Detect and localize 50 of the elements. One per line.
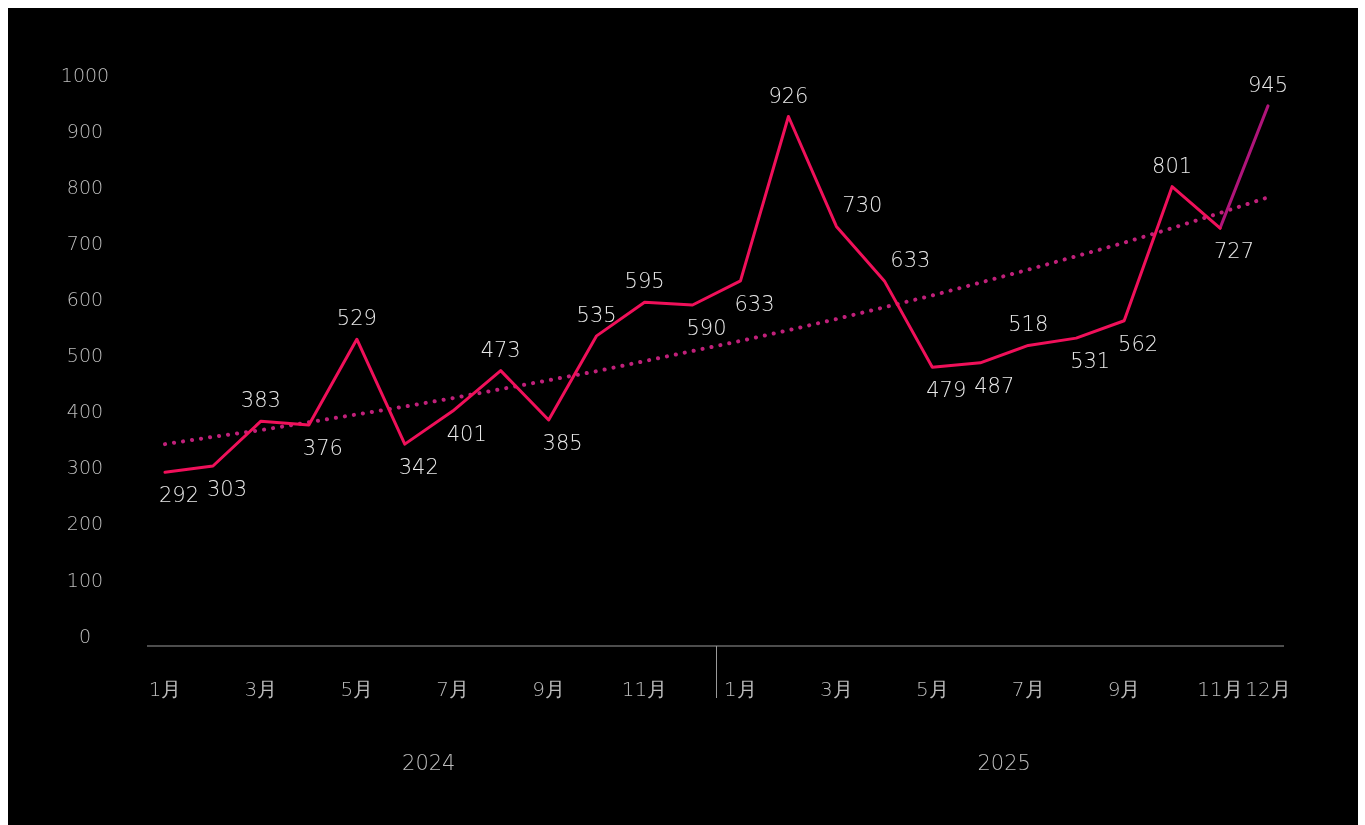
data-label: 342 bbox=[398, 455, 439, 480]
y-tick-label: 200 bbox=[66, 512, 104, 535]
y-tick-label: 0 bbox=[78, 624, 92, 647]
text: 2025 bbox=[977, 751, 1031, 775]
data-label: 801 bbox=[1152, 153, 1193, 178]
data-label: 385 bbox=[542, 431, 583, 456]
x-tick-label: 3月 bbox=[820, 677, 853, 701]
data-label: 926 bbox=[768, 83, 809, 108]
data-label: 376 bbox=[302, 436, 343, 461]
data-label: 303 bbox=[206, 477, 247, 502]
y-tick-label: 900 bbox=[66, 119, 104, 142]
x-tick-label: 9月 bbox=[532, 677, 566, 701]
data-label: 401 bbox=[446, 422, 487, 447]
x-tick-label: 5月 bbox=[340, 677, 374, 701]
data-label: 633 bbox=[734, 291, 775, 316]
x-tick-label: 11月 bbox=[1197, 677, 1243, 701]
y-tick-label: 500 bbox=[66, 344, 104, 367]
data-label: 529 bbox=[336, 306, 377, 331]
x-tick-label: 7月 bbox=[436, 677, 470, 701]
y-tick-label: 800 bbox=[66, 175, 104, 198]
x-tick-label: 1月 bbox=[724, 677, 757, 701]
x-tick-label: 3月 bbox=[244, 677, 278, 701]
data-label: 595 bbox=[624, 269, 665, 294]
x-tick-label: 1月 bbox=[148, 677, 182, 701]
y-tick-label: 600 bbox=[66, 288, 104, 311]
y-tick-label: 700 bbox=[66, 231, 104, 254]
x-tick-label: 11月 bbox=[621, 677, 668, 701]
data-label: 945 bbox=[1247, 72, 1289, 97]
text: 2024 bbox=[402, 751, 456, 775]
data-label: 531 bbox=[1070, 349, 1111, 374]
data-label: 633 bbox=[890, 247, 931, 272]
x-tick-label: 9月 bbox=[1107, 677, 1141, 701]
y-tick-label: 100 bbox=[66, 568, 104, 591]
data-label: 383 bbox=[240, 388, 281, 413]
data-label: 535 bbox=[576, 302, 617, 327]
x-tick-label: 12月 bbox=[1245, 677, 1291, 701]
data-label: 562 bbox=[1118, 331, 1159, 356]
data-label: 479 bbox=[926, 378, 967, 403]
y-tick-label: 400 bbox=[66, 400, 104, 423]
data-label: 590 bbox=[686, 316, 727, 341]
data-label: 292 bbox=[158, 483, 200, 508]
y-tick-label: 1000 bbox=[60, 63, 110, 86]
x-tick-label: 7月 bbox=[1011, 677, 1045, 701]
data-label: 727 bbox=[1214, 239, 1255, 264]
data-label: 518 bbox=[1008, 312, 1049, 337]
y-tick-label: 300 bbox=[66, 456, 104, 479]
data-label: 473 bbox=[480, 337, 521, 362]
x-tick-label: 5月 bbox=[915, 677, 949, 701]
data-label: 487 bbox=[974, 373, 1015, 398]
data-label: 730 bbox=[842, 193, 883, 218]
